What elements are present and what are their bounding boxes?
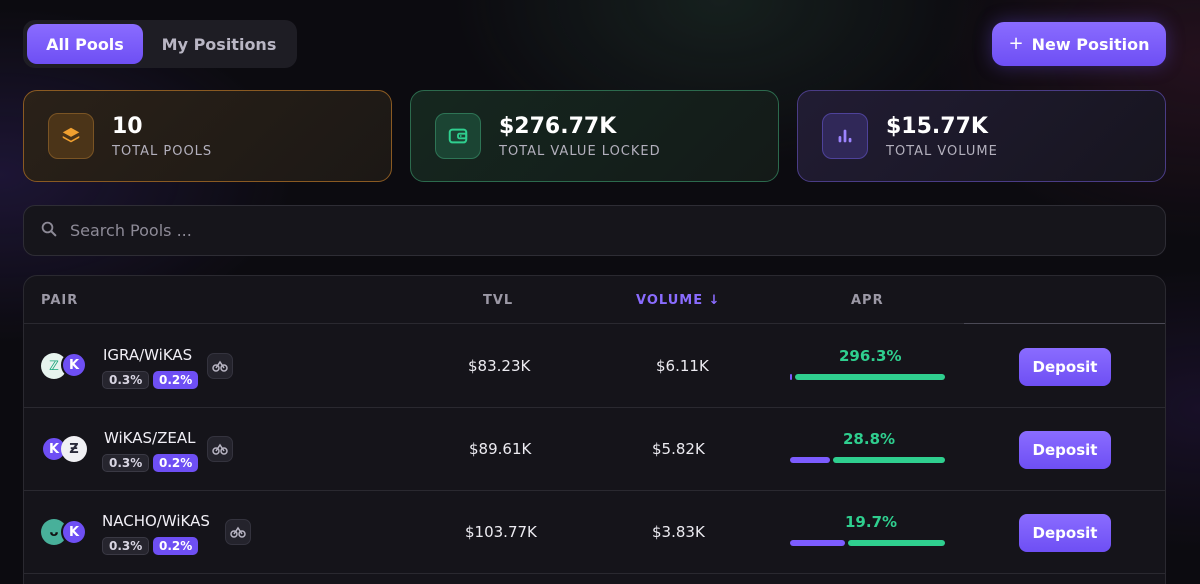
fee-badge: 0.2% xyxy=(153,371,199,389)
apr-value: 28.8% xyxy=(843,430,896,448)
wikas-token-icon: K xyxy=(61,519,87,545)
header-volume[interactable]: VOLUME ↓ xyxy=(636,293,721,308)
header-pair: PAIR xyxy=(41,293,79,308)
stat-card-total-pools: 10 TOTAL POOLS xyxy=(23,90,392,182)
header-apr[interactable]: APR xyxy=(851,293,884,308)
search-bar xyxy=(23,205,1166,256)
zeal-token-icon: Ƶ xyxy=(61,436,87,462)
total-value-locked-value: $276.77K xyxy=(499,113,617,139)
fee-badge: 0.3% xyxy=(102,371,150,389)
plus-icon: + xyxy=(1008,32,1024,54)
tab-all-pools[interactable]: All Pools xyxy=(27,24,143,64)
total-pools-label: TOTAL POOLS xyxy=(112,143,213,159)
layers-icon xyxy=(48,113,94,159)
farm-icon xyxy=(207,436,233,462)
tvl-value: $103.77K xyxy=(465,523,537,541)
volume-value: $5.82K xyxy=(652,440,705,458)
fee-badge: 0.3% xyxy=(102,454,150,472)
deposit-button[interactable]: Deposit xyxy=(1019,348,1111,386)
pair-name: NACHO/WiKAS xyxy=(102,512,210,530)
volume-value: $6.11K xyxy=(656,357,709,375)
pair-name: WiKAS/ZEAL xyxy=(104,429,196,447)
apr-bar-segment-reward xyxy=(795,374,945,380)
table-row: ᴗ K NACHO/WiKAS 0.3% 0.2% $103.77K $3.83… xyxy=(24,491,1165,574)
deposit-button[interactable]: Deposit xyxy=(1019,431,1111,469)
apr-bar-segment-reward xyxy=(848,540,945,546)
table-row: ℤ K IGRA/WiKAS 0.3% 0.2% $83.23K $6.11K … xyxy=(24,325,1165,408)
apr-value: 296.3% xyxy=(839,347,902,365)
fee-badge: 0.3% xyxy=(102,537,150,555)
header-divider xyxy=(964,323,1165,324)
wallet-icon xyxy=(435,113,481,159)
tvl-value: $83.23K xyxy=(468,357,531,375)
wikas-token-icon: K xyxy=(61,352,87,378)
stat-card-total-volume: $15.77K TOTAL VOLUME xyxy=(797,90,1166,182)
farm-icon xyxy=(207,353,233,379)
total-value-locked-label: TOTAL VALUE LOCKED xyxy=(499,143,661,159)
table-header: PAIR TVL VOLUME ↓ APR xyxy=(24,276,1165,324)
pools-table: PAIR TVL VOLUME ↓ APR ℤ K IGRA/WiKAS 0.3… xyxy=(23,275,1166,584)
pool-view-tabs: All Pools My Positions xyxy=(23,20,297,68)
stat-card-total-value-locked: $276.77K TOTAL VALUE LOCKED xyxy=(410,90,779,182)
apr-bar-segment-base xyxy=(790,457,830,463)
total-volume-value: $15.77K xyxy=(886,113,988,139)
total-volume-label: TOTAL VOLUME xyxy=(886,143,998,159)
total-pools-value: 10 xyxy=(112,113,143,139)
apr-bar-segment-reward xyxy=(833,457,945,463)
search-input[interactable] xyxy=(70,221,1070,240)
bar-chart-icon xyxy=(822,113,868,159)
header-tvl[interactable]: TVL xyxy=(483,293,514,308)
fee-badge: 0.2% xyxy=(153,537,199,555)
tab-my-positions[interactable]: My Positions xyxy=(161,34,277,54)
new-position-label: New Position xyxy=(1031,34,1150,54)
apr-bar-segment-base xyxy=(790,374,792,380)
fee-badge: 0.2% xyxy=(153,454,199,472)
volume-value: $3.83K xyxy=(652,523,705,541)
tvl-value: $89.61K xyxy=(469,440,532,458)
apr-value: 19.7% xyxy=(845,513,898,531)
farm-icon xyxy=(225,519,251,545)
deposit-button[interactable]: Deposit xyxy=(1019,514,1111,552)
new-position-button[interactable]: + New Position xyxy=(992,22,1166,66)
apr-bar-segment-base xyxy=(790,540,845,546)
pair-name: IGRA/WiKAS xyxy=(103,346,193,364)
search-icon xyxy=(40,220,58,242)
table-row: K Ƶ WiKAS/ZEAL 0.3% 0.2% $89.61K $5.82K … xyxy=(24,408,1165,491)
